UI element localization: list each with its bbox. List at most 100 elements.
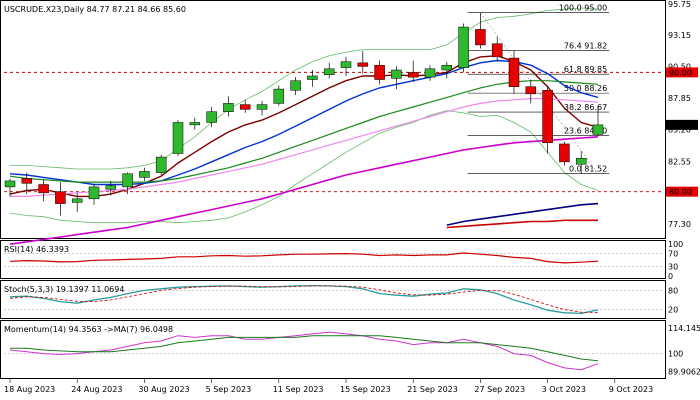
fib-trend-line: [480, 12, 599, 174]
x-tick-label-0: 18 Aug 2023: [4, 385, 55, 394]
moving-average-ma_magenta: [9, 136, 599, 245]
candle-body-28: [475, 29, 486, 46]
hline-tag-label-1: 80.00: [669, 188, 692, 197]
hline-tag-1: [666, 186, 698, 197]
rsi-panel-frame: [0, 240, 666, 279]
fib-label-2: 61.8 89.85: [564, 65, 607, 74]
candle-body-16: [273, 88, 285, 104]
candle-body-8: [139, 171, 150, 178]
hline-tag-0: [666, 67, 698, 78]
candle-body-23: [391, 69, 402, 79]
candle-body-31: [525, 86, 537, 95]
x-tick-label-4: 11 Sep 2023: [273, 385, 324, 394]
candle-body-13: [223, 103, 234, 112]
bollinger-lower-line: [9, 110, 599, 224]
candle-body-27: [458, 26, 469, 68]
candle-body-34: [575, 158, 587, 165]
current-price-tag: [666, 119, 698, 130]
candle-body-29: [491, 43, 503, 58]
price-plot: 100.0 95.00 76.4 91.82 61.8 89.85 50.0 88.2…: [4, 4, 664, 245]
price-tick-label-7: 77.30: [668, 220, 691, 229]
stoch-series-1: [9, 285, 599, 313]
current-price-label: 85.60: [669, 121, 692, 130]
price-tick-label-0: 95.75: [668, 0, 691, 9]
momentum-series-1: [10, 335, 599, 362]
stoch-plot: [4, 284, 664, 315]
candle-body-32: [542, 90, 553, 144]
price-header: USCRUDE.X23,Daily 84.77 87.21 84.66 85.6…: [4, 5, 186, 14]
candle-body-10: [172, 122, 184, 154]
stoch-series-0: [9, 284, 599, 315]
momentum-tick-label-0: 114.1458: [668, 324, 700, 333]
price-tick-label-4: 85.20: [668, 126, 691, 135]
rsi-series-0: [9, 252, 599, 264]
candle-body-24: [407, 72, 419, 78]
x-tick-label-7: 27 Sep 2023: [474, 385, 525, 394]
moving-average-ma_green: [9, 80, 599, 183]
x-tick-label-1: 24 Aug 2023: [71, 385, 122, 394]
x-tick-label-5: 15 Sep 2023: [340, 385, 391, 394]
bollinger-upper-line: [10, 7, 599, 170]
moving-average-ma_pink: [10, 98, 599, 197]
fib-label-6: 0.0 81.52: [569, 165, 607, 174]
candle-body-30: [508, 57, 520, 87]
price-tick-label-5: 82.55: [668, 157, 691, 166]
candle-body-12: [206, 111, 217, 123]
candle-body-4: [71, 198, 83, 203]
rsi-plot: [4, 252, 664, 267]
rsi-tick-label-3: 0: [668, 272, 673, 281]
momentum-tick-label-1: 100: [668, 350, 683, 359]
hline-tag-label-0: 90.00: [669, 68, 692, 77]
candle-body-19: [323, 68, 335, 76]
x-tick-label-6: 21 Sep 2023: [407, 385, 458, 394]
candle-body-21: [357, 62, 369, 67]
candle-body-5: [88, 186, 100, 200]
candle-body-22: [374, 64, 385, 80]
x-tick-label-2: 30 Aug 2023: [138, 385, 189, 394]
candle-body-11: [189, 122, 201, 126]
candle-body-6: [105, 185, 117, 190]
rsi-header: RSI(14) 46.3393: [4, 245, 69, 254]
momentum-plot: [4, 331, 664, 371]
candle-body-18: [307, 75, 318, 80]
x-tick-label-8: 3 Oct 2023: [542, 385, 586, 394]
candle-body-33: [559, 143, 570, 163]
momentum-series-0: [9, 331, 599, 371]
x-tick-label-3: 5 Sep 2023: [206, 385, 252, 394]
rsi-tick-label-0: 100: [668, 240, 683, 249]
price-panel-frame: [0, 0, 666, 239]
candle-body-3: [55, 191, 66, 204]
momentum-tick-label-2: 89.9062: [668, 368, 700, 377]
moving-average-ma_blue: [9, 59, 599, 186]
moving-average-ma_red_low: [446, 219, 598, 229]
candle-body-25: [424, 68, 436, 78]
candle-body-35: [592, 124, 604, 135]
candle-body-2: [38, 184, 49, 194]
stoch-header: Stoch(5,3,3) 19.1397 11.0694: [4, 285, 124, 294]
price-tick-label-3: 87.85: [668, 94, 691, 103]
x-tick-label-9: 9 Oct 2023: [609, 385, 653, 394]
rsi-tick-label-2: 30: [668, 262, 678, 271]
candle-body-26: [441, 64, 453, 71]
fib-label-5: 23.6 84.70: [564, 127, 607, 136]
rsi-tick-label-1: 70: [668, 250, 678, 259]
momentum-header: Momentum(14) 94.3563 ->MA(7) 96.0498: [4, 325, 173, 334]
candle-body-1: [21, 178, 33, 184]
stoch-tick-label-1: 20: [668, 306, 678, 315]
candle-body-14: [239, 104, 251, 110]
price-tick-label-2: 90.50: [668, 62, 691, 71]
stoch-tick-label-0: 80: [668, 286, 678, 295]
price-tick-label-1: 93.15: [668, 31, 691, 40]
candle-body-20: [340, 61, 352, 68]
moving-average-ma_navy: [446, 202, 599, 226]
candle-body-9: [155, 156, 167, 173]
candle-body-15: [256, 104, 268, 110]
candle-body-17: [290, 80, 301, 91]
fib-label-3: 50.0 88.26: [564, 84, 607, 93]
fib-label-1: 76.4 91.82: [564, 42, 607, 51]
fib-label-0: 100.0 95.00: [559, 4, 607, 13]
axes: 95.75 93.15 90.50 87.85 85.20 82.55 80.00 77.30…: [4, 0, 700, 394]
candle-body-0: [4, 180, 16, 188]
